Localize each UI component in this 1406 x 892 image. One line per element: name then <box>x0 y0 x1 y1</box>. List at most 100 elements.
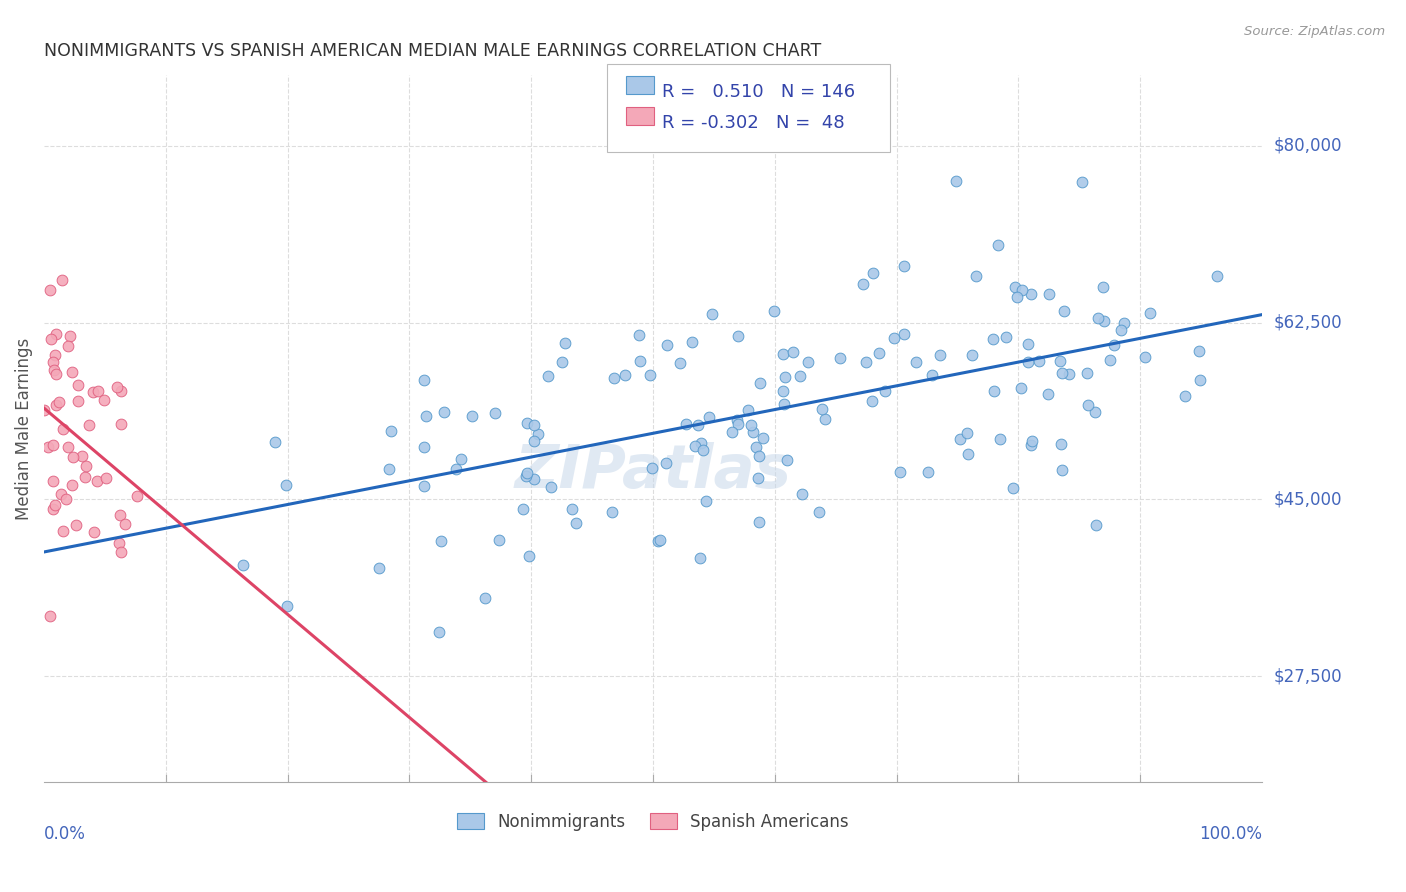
Point <box>49 487 72 501</box>
Point <box>45 367 67 381</box>
Point <box>1087 311 1109 326</box>
Text: $80,000: $80,000 <box>1274 136 1341 155</box>
Point <box>1011 283 1033 297</box>
Point <box>688 418 710 433</box>
Point <box>960 348 983 362</box>
Point <box>875 384 897 399</box>
Point <box>1057 368 1080 382</box>
Point <box>522 434 544 448</box>
Point <box>772 347 794 361</box>
Point <box>430 534 453 549</box>
Point <box>1050 463 1073 477</box>
Point <box>983 384 1005 398</box>
Point <box>540 480 562 494</box>
Point <box>110 417 132 432</box>
Point <box>460 409 482 423</box>
Point <box>1206 268 1229 283</box>
Point <box>114 516 136 531</box>
Point <box>86 474 108 488</box>
Point <box>772 384 794 398</box>
Point <box>94 471 117 485</box>
Point <box>1077 398 1099 412</box>
Point <box>1017 336 1039 351</box>
Point <box>727 417 749 431</box>
Point <box>110 384 132 398</box>
Point <box>474 591 496 606</box>
Point <box>59 328 82 343</box>
Point <box>1017 355 1039 369</box>
Point <box>868 346 890 360</box>
Point <box>1019 438 1042 452</box>
Point <box>512 502 534 516</box>
Point <box>413 479 436 493</box>
Point <box>1112 316 1135 330</box>
Y-axis label: Median Male Earnings: Median Male Earnings <box>15 337 32 520</box>
Point <box>527 426 550 441</box>
Point <box>689 436 711 450</box>
Point <box>647 533 669 548</box>
Point <box>814 412 837 426</box>
Point <box>752 431 775 445</box>
Point <box>515 468 537 483</box>
Point <box>38 608 60 623</box>
Point <box>748 515 770 529</box>
Point <box>1084 518 1107 533</box>
Text: NONIMMIGRANTS VS SPANISH AMERICAN MEDIAN MALE EARNINGS CORRELATION CHART: NONIMMIGRANTS VS SPANISH AMERICAN MEDIAN… <box>44 42 821 60</box>
Point <box>1053 304 1076 318</box>
Point <box>727 329 749 343</box>
Point <box>740 417 762 432</box>
Point <box>42 502 65 516</box>
Point <box>58 440 80 454</box>
Point <box>412 440 434 454</box>
Point <box>554 336 576 351</box>
Point <box>45 398 67 412</box>
Point <box>565 516 588 530</box>
Point <box>956 426 979 441</box>
Point <box>1099 353 1122 368</box>
Point <box>675 417 697 431</box>
Point <box>274 478 297 492</box>
Point <box>42 354 65 368</box>
Point <box>107 536 129 550</box>
Point <box>1188 344 1211 359</box>
Point <box>52 422 75 436</box>
Point <box>683 439 706 453</box>
Point <box>808 505 831 519</box>
Point <box>1010 381 1032 395</box>
Point <box>889 466 911 480</box>
Point <box>550 355 572 369</box>
Point <box>125 489 148 503</box>
Text: $45,000: $45,000 <box>1274 491 1341 508</box>
Point <box>956 446 979 460</box>
Point <box>1084 405 1107 419</box>
Point <box>1102 338 1125 352</box>
Point <box>42 438 65 452</box>
Point <box>93 392 115 407</box>
Point <box>276 599 298 613</box>
Point <box>614 368 637 382</box>
Point <box>368 561 391 575</box>
Point <box>945 174 967 188</box>
Point <box>1021 434 1043 449</box>
Text: 100.0%: 100.0% <box>1199 824 1263 843</box>
Point <box>42 474 65 488</box>
Point <box>1004 280 1026 294</box>
Point <box>987 238 1010 252</box>
Point <box>65 518 87 533</box>
Point <box>446 462 468 476</box>
Point <box>517 549 540 563</box>
Point <box>852 277 875 292</box>
Point <box>516 466 538 480</box>
Point <box>697 409 720 424</box>
Point <box>263 435 285 450</box>
Point <box>52 524 75 538</box>
Point <box>537 368 560 383</box>
Point <box>1052 367 1074 381</box>
Point <box>725 413 748 427</box>
Point <box>37 440 59 454</box>
Point <box>830 351 852 365</box>
Point <box>796 355 818 369</box>
Point <box>427 624 450 639</box>
Point <box>39 283 62 297</box>
Point <box>917 465 939 479</box>
